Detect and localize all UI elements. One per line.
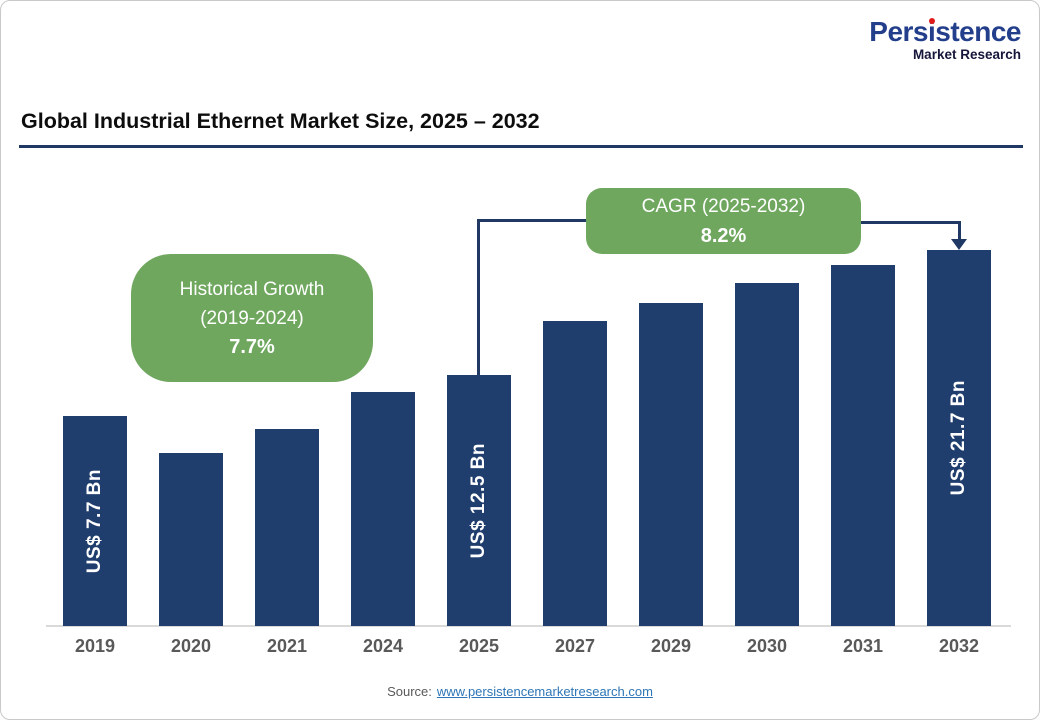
- bar-2021: [255, 429, 319, 626]
- historical-growth-callout: Historical Growth (2019-2024) 7.7%: [131, 254, 373, 382]
- x-axis-label-2030: 2030: [746, 635, 788, 656]
- logo-text-post: stence: [935, 16, 1021, 47]
- bar-column-2019: US$ 7.7 Bn 2019: [63, 416, 127, 666]
- bar-column-2024: 2024: [351, 392, 415, 666]
- source-line: Source: www.persistencemarketresearch.com: [1, 684, 1039, 699]
- logo-wordmark: Pers istence: [869, 17, 1021, 46]
- bar-2029: [639, 303, 703, 626]
- x-axis-label-2029: 2029: [650, 635, 692, 656]
- bar-value-label-2019: US$ 7.7 Bn: [84, 468, 105, 574]
- x-axis-label-2019: 2019: [74, 635, 116, 656]
- cagr-callout-line1: CAGR (2025-2032): [641, 196, 806, 218]
- bars-container: US$ 7.7 Bn 2019 2020 2021 2024 US$ 12.5 Bn 202…: [63, 161, 991, 666]
- bar-value-label-2032: US$ 21.7 Bn: [948, 380, 969, 496]
- bar-column-2027: 2027: [543, 321, 607, 666]
- x-axis-line: [46, 625, 1011, 627]
- bar-2031: [831, 265, 895, 626]
- x-axis-label-2020: 2020: [170, 635, 212, 656]
- connector-line-left-horizontal: [477, 219, 586, 222]
- bar-2032: US$ 21.7 Bn: [927, 250, 991, 626]
- bar-chart: US$ 7.7 Bn 2019 2020 2021 2024 US$ 12.5 Bn 202…: [1, 161, 1039, 671]
- bar-column-2025: US$ 12.5 Bn 2025: [447, 375, 511, 666]
- x-axis-label-2024: 2024: [362, 635, 404, 656]
- source-link[interactable]: www.persistencemarketresearch.com: [436, 684, 653, 699]
- historical-callout-percent: 7.7%: [229, 336, 275, 359]
- bar-column-2029: 2029: [639, 303, 703, 666]
- logo: Pers istence Market Research: [869, 17, 1021, 63]
- x-axis-label-2021: 2021: [266, 635, 308, 656]
- bar-2030: [735, 283, 799, 626]
- bar-column-2030: 2030: [735, 283, 799, 666]
- bar-value-label-2025: US$ 12.5 Bn: [468, 442, 489, 559]
- source-prefix: Source:: [387, 684, 432, 699]
- bar-2020: [159, 453, 223, 626]
- logo-letter-i: i: [928, 16, 936, 47]
- connector-line-2025-vertical: [477, 219, 480, 375]
- logo-text-pre: Pers: [869, 16, 928, 47]
- title-underline: [19, 145, 1023, 148]
- historical-callout-line1: Historical Growth: [179, 278, 325, 300]
- bar-column-2031: 2031: [831, 265, 895, 666]
- bar-2027: [543, 321, 607, 626]
- bar-2025: US$ 12.5 Bn: [447, 375, 511, 626]
- logo-i-char: i: [928, 16, 936, 47]
- arrow-down-icon: [951, 239, 967, 250]
- bar-2019: US$ 7.7 Bn: [63, 416, 127, 626]
- connector-line-right-horizontal: [861, 221, 961, 224]
- x-axis-label-2025: 2025: [458, 635, 500, 656]
- x-axis-label-2027: 2027: [554, 635, 596, 656]
- x-axis-label-2031: 2031: [842, 635, 884, 656]
- bar-column-2032: US$ 21.7 Bn 2032: [927, 250, 991, 666]
- cagr-callout: CAGR (2025-2032) 8.2%: [586, 188, 861, 254]
- historical-callout-line2: (2019-2024): [200, 308, 304, 329]
- page-title: Global Industrial Ethernet Market Size, …: [21, 109, 540, 133]
- cagr-callout-percent: 8.2%: [700, 224, 747, 247]
- logo-red-dot-icon: [928, 18, 935, 24]
- bar-2024: [351, 392, 415, 626]
- bar-column-2021: 2021: [255, 429, 319, 666]
- connector-line-2032-vertical: [958, 221, 961, 239]
- x-axis-label-2032: 2032: [938, 635, 980, 656]
- logo-subtitle: Market Research: [912, 47, 1021, 63]
- bar-column-2020: 2020: [159, 453, 223, 666]
